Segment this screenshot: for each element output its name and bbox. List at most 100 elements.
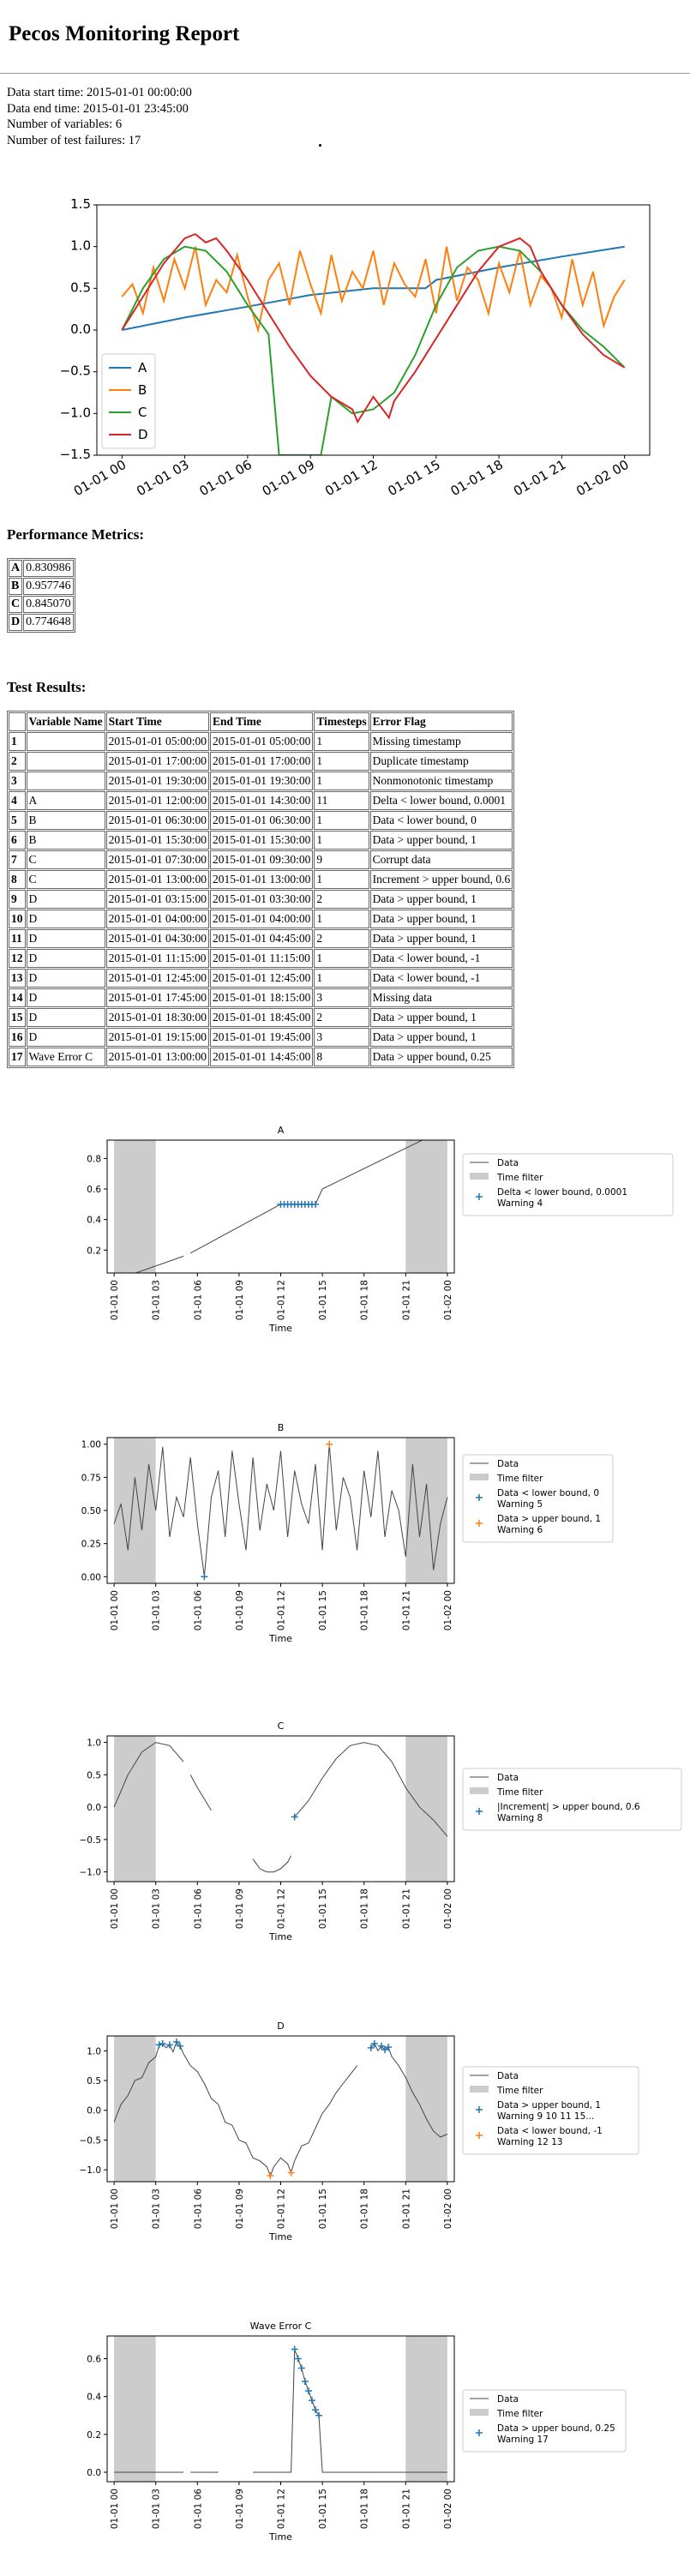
chart-title: B bbox=[278, 1422, 285, 1433]
y-tick-label: 0.0 bbox=[87, 1803, 101, 1813]
time-filter-band bbox=[114, 1438, 156, 1583]
warning-marker bbox=[326, 1440, 333, 1448]
chart-wave-error-c: Wave Error C 0.6 0.4 0.2 0.0 01-01 00 01-01 03… bbox=[87, 2321, 627, 2543]
dot-marker bbox=[319, 144, 321, 147]
warning-marker bbox=[304, 2387, 312, 2395]
warning-marker bbox=[165, 2041, 173, 2049]
table-cell: 2 bbox=[314, 929, 369, 948]
x-tick-label: 01-01 06 bbox=[193, 2189, 203, 2230]
y-tick-label: 1.5 bbox=[70, 196, 91, 212]
legend-box bbox=[462, 1768, 682, 1831]
metric-row: A 0.830986 bbox=[9, 560, 74, 577]
x-tick-label: 01-01 03 bbox=[152, 1590, 162, 1630]
table-row: 11 D 2015-01-01 04:30:00 2015-01-01 04:45:0… bbox=[9, 929, 513, 948]
time-filter-band bbox=[405, 2336, 447, 2482]
legend-box bbox=[101, 353, 156, 449]
plot-area bbox=[134, 1140, 423, 1273]
table-cell: 2015-01-01 15:30:00 bbox=[210, 831, 314, 850]
table-cell: 1 bbox=[314, 910, 369, 928]
table-cell: B bbox=[26, 831, 105, 850]
y-tick-label: 0.2 bbox=[87, 2430, 101, 2441]
legend-swatch bbox=[476, 1193, 483, 1200]
table-cell: Missing timestamp bbox=[369, 732, 513, 751]
legend-label: Data > upper bound, 1 bbox=[497, 1514, 601, 1524]
x-tick-label: 01-01 00 bbox=[110, 2189, 120, 2229]
x-tick-label: 01-02 00 bbox=[443, 1888, 453, 1929]
x-axis-label: Time bbox=[268, 2231, 292, 2243]
chart-title: C bbox=[278, 1720, 285, 1732]
x-tick-label: 01-01 21 bbox=[511, 457, 568, 499]
legend-label: B bbox=[138, 382, 147, 398]
series-line-data bbox=[294, 1742, 448, 1837]
table-cell: 2 bbox=[314, 890, 369, 909]
metric-row: D 0.774648 bbox=[9, 614, 74, 631]
report-title: Pecos Monitoring Report bbox=[9, 22, 240, 45]
metric-value: 0.957746 bbox=[23, 578, 74, 595]
plot-frame bbox=[106, 1437, 455, 1584]
table-cell: Data > upper bound, 0.25 bbox=[369, 1048, 513, 1066]
legend-label: Warning 6 bbox=[497, 1525, 543, 1535]
metric-value: 0.845070 bbox=[23, 596, 74, 613]
series-line-data bbox=[113, 1444, 448, 1577]
performance-metrics-table: A 0.830986 B 0.957746 C 0.845070 D 0.774648 bbox=[7, 558, 75, 633]
legend-label: Warning 8 bbox=[497, 1813, 543, 1823]
y-tick-label: 0.4 bbox=[87, 2393, 101, 2403]
report-meta: Data start time: 2015-01-01 00:00:00 Dat… bbox=[7, 85, 192, 148]
series-line-c bbox=[121, 245, 626, 455]
x-tick-label: 01-01 18 bbox=[448, 457, 506, 499]
table-cell: D bbox=[26, 1028, 105, 1047]
table-cell: 2015-01-01 18:15:00 bbox=[210, 988, 314, 1007]
metric-variable: D bbox=[9, 614, 23, 631]
table-cell: 3 bbox=[9, 772, 26, 790]
table-cell: 2015-01-01 18:30:00 bbox=[105, 1008, 209, 1027]
table-cell: Data < lower bound, -1 bbox=[369, 969, 513, 988]
table-cell: 2015-01-01 18:45:00 bbox=[210, 1008, 314, 1027]
table-cell bbox=[26, 732, 105, 751]
column-header: Variable Name bbox=[26, 712, 105, 731]
legend-label: Data bbox=[497, 1459, 519, 1469]
table-cell: 2015-01-01 04:45:00 bbox=[210, 929, 314, 948]
warning-marker bbox=[297, 2364, 305, 2372]
y-tick-label: −0.5 bbox=[80, 1835, 102, 1846]
y-tick-label: 0.25 bbox=[81, 1540, 101, 1550]
table-cell: 1 bbox=[314, 969, 369, 988]
table-cell: 2015-01-01 13:00:00 bbox=[105, 1048, 209, 1066]
table-cell: 3 bbox=[314, 988, 369, 1007]
y-tick-label: −0.5 bbox=[80, 2135, 102, 2146]
table-cell: Data > upper bound, 1 bbox=[369, 1028, 513, 1047]
divider bbox=[0, 73, 690, 74]
y-tick-label: −1.5 bbox=[60, 447, 91, 462]
legend-box bbox=[462, 1454, 614, 1543]
table-cell: 17 bbox=[9, 1048, 26, 1066]
table-cell: 15 bbox=[9, 1008, 26, 1027]
table-row: 3 2015-01-01 19:30:00 2015-01-01 19:30:00 1… bbox=[9, 772, 513, 790]
table-cell: 1 bbox=[9, 732, 26, 751]
y-tick-label: 0.2 bbox=[87, 1246, 101, 1256]
x-tick-label: 01-01 18 bbox=[360, 1280, 370, 1320]
table-cell: 16 bbox=[9, 1028, 26, 1047]
plot-frame bbox=[96, 204, 651, 456]
warning-marker bbox=[312, 2406, 319, 2414]
table-row: 4 A 2015-01-01 12:00:00 2015-01-01 14:30:00… bbox=[9, 791, 513, 810]
column-header: End Time bbox=[210, 712, 314, 731]
legend-swatch bbox=[476, 1808, 483, 1815]
legend-swatch bbox=[470, 2086, 489, 2093]
legend-swatch bbox=[476, 1520, 483, 1527]
x-tick-label: 01-01 21 bbox=[401, 1590, 411, 1630]
y-tick-label: 0.75 bbox=[81, 1473, 101, 1483]
y-tick-label: 0.8 bbox=[87, 1154, 101, 1164]
table-cell: 6 bbox=[9, 831, 26, 850]
table-cell: 2015-01-01 06:30:00 bbox=[210, 811, 314, 830]
y-tick-label: 0.5 bbox=[87, 2076, 101, 2087]
table-cell: 2015-01-01 11:15:00 bbox=[210, 949, 314, 968]
warning-marker bbox=[377, 2042, 385, 2050]
warning-marker bbox=[201, 1573, 208, 1581]
plot-area bbox=[114, 2345, 447, 2473]
x-tick-label: 01-01 12 bbox=[277, 1590, 287, 1630]
table-cell: 2015-01-01 03:15:00 bbox=[105, 890, 209, 909]
table-cell: 11 bbox=[314, 791, 369, 810]
plot-area bbox=[113, 2038, 448, 2180]
legend-label: Data bbox=[497, 2394, 519, 2405]
x-tick-label: 01-01 12 bbox=[277, 2489, 287, 2529]
x-tick-label: 01-01 00 bbox=[110, 1280, 120, 1320]
